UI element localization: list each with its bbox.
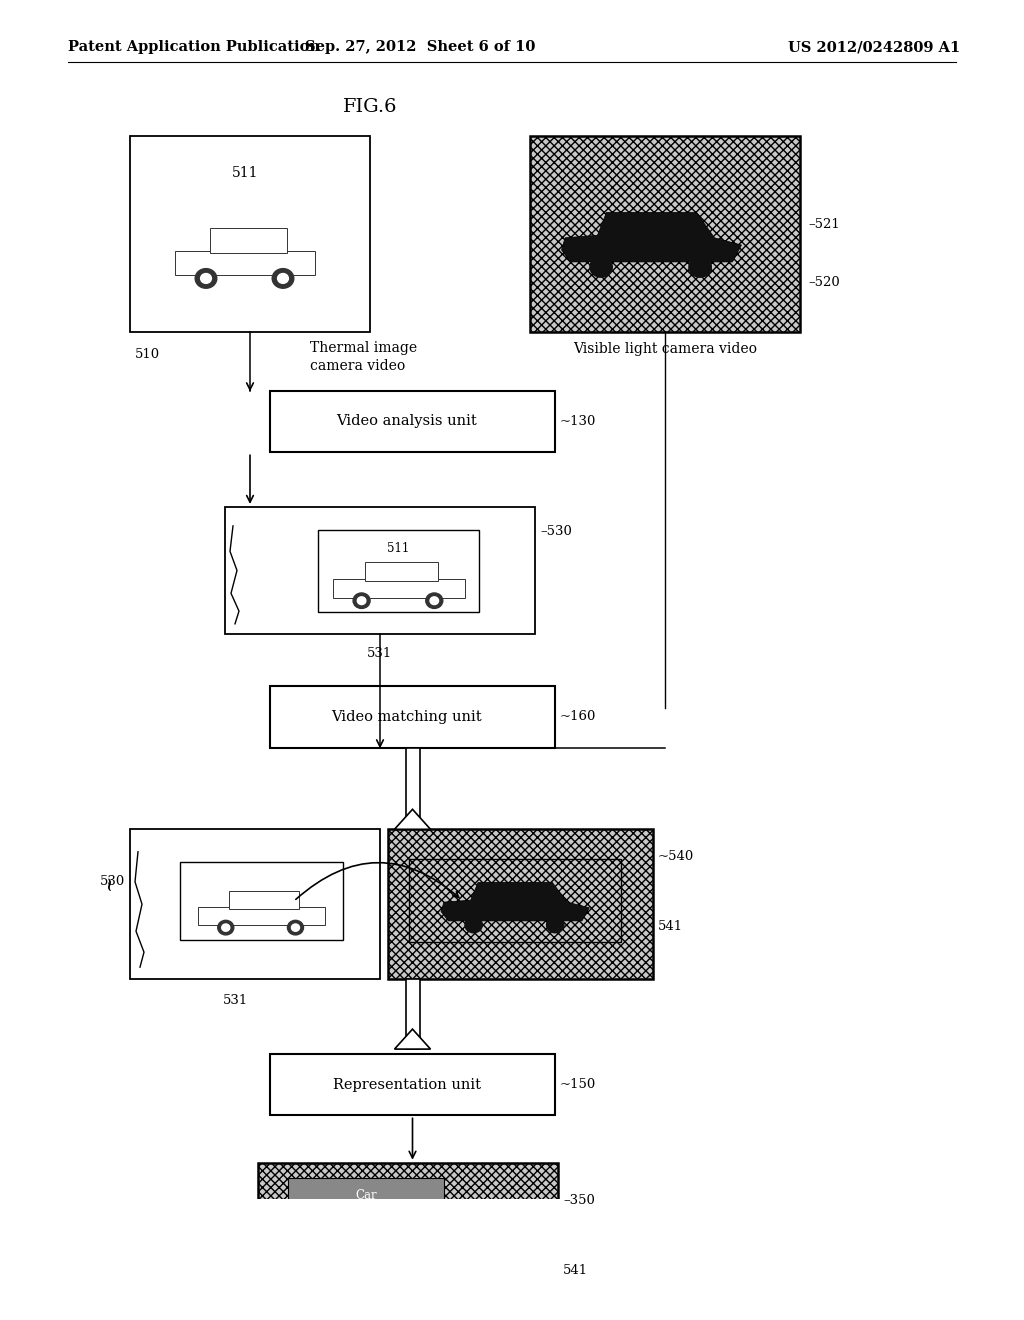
Polygon shape bbox=[561, 213, 741, 261]
Bar bbox=[270, 391, 555, 453]
Text: ~160: ~160 bbox=[560, 710, 596, 723]
Text: Car: Car bbox=[355, 1189, 377, 1203]
Text: 531: 531 bbox=[222, 994, 248, 1007]
Bar bbox=[288, 1177, 444, 1234]
Text: 531: 531 bbox=[368, 647, 392, 660]
Bar bbox=[225, 507, 535, 634]
Text: –520: –520 bbox=[808, 276, 840, 289]
Text: Patent Application Publication: Patent Application Publication bbox=[68, 40, 319, 54]
Circle shape bbox=[430, 597, 438, 605]
Text: 511: 511 bbox=[232, 165, 258, 180]
Circle shape bbox=[218, 920, 233, 935]
Bar bbox=[333, 579, 465, 598]
Bar bbox=[180, 862, 342, 940]
Bar bbox=[130, 829, 380, 979]
Text: –521: –521 bbox=[808, 218, 840, 231]
Circle shape bbox=[288, 920, 303, 935]
Text: ~: ~ bbox=[100, 874, 118, 890]
Bar bbox=[258, 1163, 558, 1312]
Polygon shape bbox=[441, 882, 590, 921]
Text: Visible light camera video: Visible light camera video bbox=[573, 342, 757, 356]
Text: US 2012/0242809 A1: US 2012/0242809 A1 bbox=[787, 40, 961, 54]
Bar bbox=[175, 251, 315, 276]
Polygon shape bbox=[318, 1253, 498, 1287]
Circle shape bbox=[278, 273, 289, 284]
Text: Video matching unit: Video matching unit bbox=[332, 710, 482, 723]
Bar bbox=[270, 686, 555, 747]
Circle shape bbox=[465, 917, 482, 933]
Bar bbox=[406, 747, 420, 829]
Circle shape bbox=[547, 917, 564, 933]
Bar bbox=[318, 529, 479, 612]
Text: Thermal image
camera video: Thermal image camera video bbox=[310, 341, 417, 374]
Bar bbox=[530, 136, 800, 331]
Text: 541: 541 bbox=[563, 1265, 588, 1276]
Polygon shape bbox=[394, 1030, 430, 1049]
Circle shape bbox=[222, 924, 229, 932]
Text: Sep. 27, 2012  Sheet 6 of 10: Sep. 27, 2012 Sheet 6 of 10 bbox=[305, 40, 536, 54]
Circle shape bbox=[353, 593, 370, 609]
Text: FIG.6: FIG.6 bbox=[343, 98, 397, 116]
Text: 511: 511 bbox=[387, 543, 410, 556]
Text: ~540: ~540 bbox=[658, 850, 694, 863]
Circle shape bbox=[201, 273, 211, 284]
Circle shape bbox=[292, 924, 299, 932]
Bar bbox=[198, 907, 325, 925]
Bar bbox=[270, 1053, 555, 1115]
Text: 510: 510 bbox=[135, 348, 160, 360]
Circle shape bbox=[272, 269, 294, 288]
Text: –350: –350 bbox=[563, 1193, 595, 1206]
Text: Video analysis unit: Video analysis unit bbox=[337, 414, 477, 429]
Circle shape bbox=[426, 593, 442, 609]
Text: 1.5km: 1.5km bbox=[347, 1210, 384, 1224]
Bar bbox=[410, 859, 622, 941]
Circle shape bbox=[196, 269, 217, 288]
Bar bbox=[130, 136, 370, 331]
Circle shape bbox=[449, 1284, 465, 1299]
Text: ~150: ~150 bbox=[560, 1078, 596, 1092]
Text: Representation unit: Representation unit bbox=[333, 1077, 481, 1092]
Bar bbox=[406, 979, 420, 1049]
Text: 530: 530 bbox=[99, 875, 125, 888]
Circle shape bbox=[349, 1284, 366, 1299]
Circle shape bbox=[689, 257, 712, 277]
Bar bbox=[388, 829, 653, 979]
Bar bbox=[210, 228, 287, 253]
Polygon shape bbox=[394, 809, 430, 829]
Circle shape bbox=[590, 257, 612, 277]
Text: 541: 541 bbox=[658, 920, 683, 933]
Bar bbox=[365, 561, 437, 581]
Text: ~130: ~130 bbox=[560, 414, 596, 428]
Text: –530: –530 bbox=[540, 525, 571, 539]
Circle shape bbox=[357, 597, 366, 605]
Bar bbox=[229, 891, 299, 909]
